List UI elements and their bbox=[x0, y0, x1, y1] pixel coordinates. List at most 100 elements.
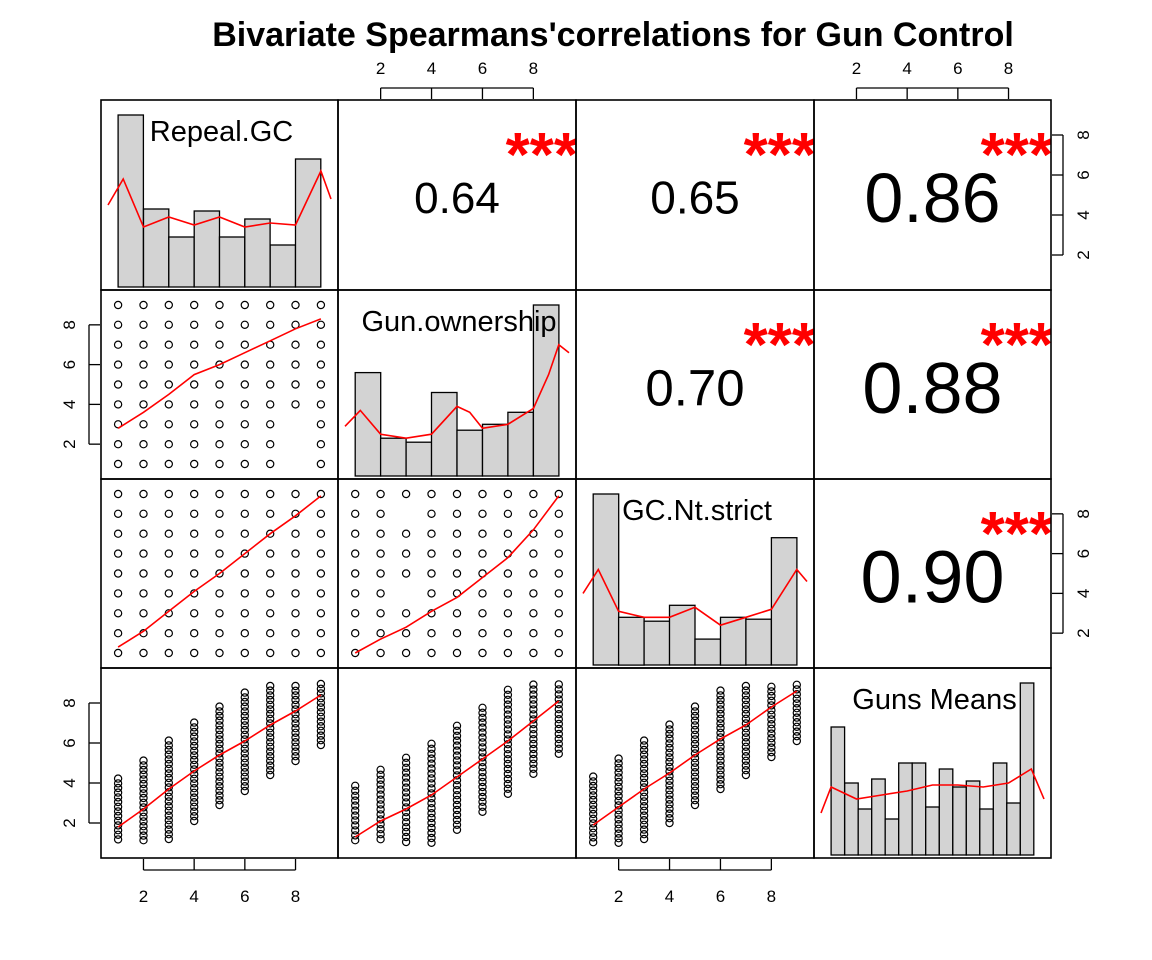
scatter-point bbox=[589, 800, 598, 810]
scatter-point bbox=[741, 709, 751, 719]
scatter-point bbox=[639, 802, 649, 811]
scatter-point bbox=[164, 816, 173, 825]
scatter-point bbox=[351, 781, 360, 791]
scatter-point bbox=[316, 440, 326, 449]
scatter-point bbox=[139, 589, 148, 598]
scatter-point bbox=[716, 723, 725, 733]
tick-label: 8 bbox=[767, 887, 776, 906]
scatter-point bbox=[291, 738, 300, 747]
scatter-point bbox=[113, 360, 123, 369]
scatter-point bbox=[690, 702, 700, 711]
scatter-point bbox=[266, 700, 275, 710]
scatter-point bbox=[690, 739, 700, 749]
scatter-point bbox=[554, 705, 564, 714]
scatter-point bbox=[266, 529, 275, 538]
scatter-point bbox=[164, 509, 173, 518]
tick-label: 6 bbox=[716, 887, 725, 906]
scatter-point bbox=[741, 756, 751, 766]
scatter-point bbox=[316, 712, 326, 722]
scatter-point bbox=[351, 589, 360, 598]
tick-label: 4 bbox=[1074, 210, 1093, 219]
scatter-point bbox=[478, 728, 487, 737]
scatter-point bbox=[452, 489, 462, 499]
scatter-point bbox=[503, 784, 513, 794]
scatter-point bbox=[478, 509, 487, 518]
scatter-point bbox=[503, 529, 513, 538]
scatter-point bbox=[240, 763, 249, 772]
scatter-point bbox=[189, 440, 199, 449]
scatter-point bbox=[164, 360, 173, 369]
variable-label: GC.Nt.strict bbox=[622, 495, 772, 527]
scatter-panel bbox=[113, 300, 326, 469]
scatter-point bbox=[215, 320, 224, 329]
scatter-point bbox=[452, 766, 462, 775]
scatter-point bbox=[266, 714, 275, 724]
scatter-point bbox=[164, 589, 173, 598]
scatter-point bbox=[376, 810, 385, 819]
scatter-point bbox=[690, 744, 700, 754]
scatter-point bbox=[665, 753, 674, 762]
scatter-point bbox=[767, 691, 776, 701]
scatter-point bbox=[452, 731, 462, 741]
scatter-point bbox=[639, 820, 649, 830]
axes: 2 4 6 8 2 4 6 8 2 4 6 8 2 4 6 8 2 4 6 8 2 4 6 8 2 4 6 8 2 4 6 8 bbox=[60, 59, 1093, 906]
scatter-point bbox=[554, 724, 564, 734]
scatter-point bbox=[113, 648, 123, 658]
density-line bbox=[107, 168, 332, 229]
scatter-point bbox=[478, 768, 487, 777]
scatter-point bbox=[452, 800, 462, 810]
scatter-panel bbox=[113, 679, 326, 845]
scatter-point bbox=[427, 749, 436, 759]
scatter-point bbox=[291, 700, 300, 710]
scatter-point bbox=[139, 529, 148, 538]
scatter-point bbox=[503, 730, 513, 739]
scatter-point bbox=[503, 589, 513, 598]
scatter-point bbox=[215, 721, 224, 730]
scatter-point bbox=[316, 549, 326, 558]
scatter-point bbox=[189, 798, 199, 807]
scatter-point bbox=[139, 775, 148, 784]
scatter-point bbox=[478, 797, 487, 807]
scatter-point bbox=[589, 781, 598, 791]
significance-stars: *** bbox=[744, 311, 817, 380]
tick-label: 2 bbox=[139, 887, 148, 906]
scatter-point bbox=[266, 489, 275, 499]
tick-label: 2 bbox=[60, 439, 79, 448]
scatter-point bbox=[139, 569, 148, 578]
scatter-point bbox=[376, 795, 385, 804]
scatter-point bbox=[291, 629, 300, 638]
scatter-point bbox=[716, 766, 725, 775]
scatter-point bbox=[113, 489, 123, 499]
scatter-point bbox=[291, 589, 300, 598]
panel-frame bbox=[575, 667, 815, 859]
scatter-point bbox=[478, 703, 487, 713]
scatter-point bbox=[554, 549, 564, 558]
scatter-point bbox=[291, 695, 300, 705]
scatter-point bbox=[291, 728, 300, 738]
scatter-point bbox=[376, 780, 385, 789]
scatter-point bbox=[690, 777, 700, 786]
scatter-point bbox=[215, 772, 224, 782]
correlation-panel: 0.64*** bbox=[414, 121, 576, 223]
tick-label: 2 bbox=[60, 818, 79, 827]
scatter-point bbox=[452, 791, 462, 800]
scatter-point bbox=[741, 766, 751, 775]
scatter-point bbox=[139, 549, 148, 558]
scatter-point bbox=[215, 777, 224, 786]
scatter-point bbox=[164, 380, 173, 389]
scatter-point bbox=[376, 549, 385, 558]
scatter-point bbox=[376, 770, 385, 780]
scatter-point bbox=[164, 569, 173, 578]
scatter-point bbox=[215, 549, 224, 558]
tick-label: 4 bbox=[60, 778, 79, 787]
scatter-panel bbox=[113, 489, 326, 658]
scatter-point bbox=[164, 830, 173, 839]
density-line bbox=[344, 343, 570, 440]
scatter-point bbox=[452, 761, 462, 770]
scatter-point bbox=[189, 459, 199, 469]
scatter-point bbox=[554, 749, 564, 759]
scatter-point bbox=[529, 764, 538, 774]
scatter-point bbox=[240, 758, 249, 768]
scatter-point bbox=[240, 693, 249, 702]
scatter-point bbox=[665, 809, 674, 818]
